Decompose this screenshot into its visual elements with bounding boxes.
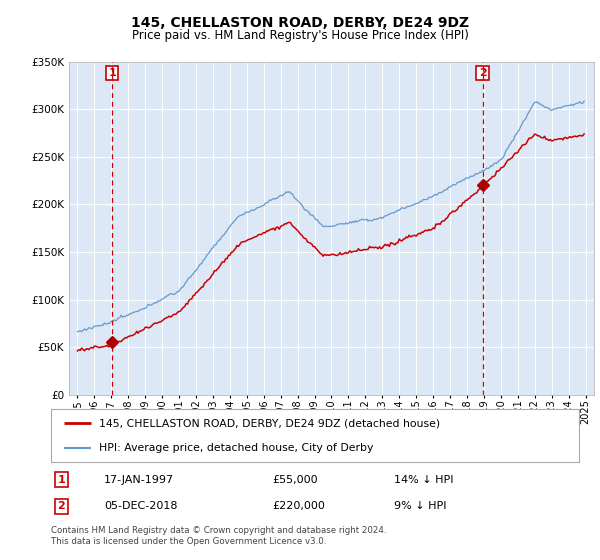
Text: £220,000: £220,000 [273, 501, 326, 511]
Text: 17-JAN-1997: 17-JAN-1997 [104, 475, 174, 485]
Text: 145, CHELLASTON ROAD, DERBY, DE24 9DZ (detached house): 145, CHELLASTON ROAD, DERBY, DE24 9DZ (d… [98, 418, 440, 428]
Text: 2: 2 [479, 68, 487, 78]
Text: 2: 2 [58, 501, 65, 511]
Text: Price paid vs. HM Land Registry's House Price Index (HPI): Price paid vs. HM Land Registry's House … [131, 29, 469, 42]
Text: HPI: Average price, detached house, City of Derby: HPI: Average price, detached house, City… [98, 442, 373, 452]
Text: 14% ↓ HPI: 14% ↓ HPI [394, 475, 454, 485]
Text: 1: 1 [58, 475, 65, 485]
Text: 05-DEC-2018: 05-DEC-2018 [104, 501, 178, 511]
Text: 9% ↓ HPI: 9% ↓ HPI [394, 501, 446, 511]
Text: 145, CHELLASTON ROAD, DERBY, DE24 9DZ: 145, CHELLASTON ROAD, DERBY, DE24 9DZ [131, 16, 469, 30]
Text: £55,000: £55,000 [273, 475, 319, 485]
Text: 1: 1 [109, 68, 116, 78]
Text: Contains HM Land Registry data © Crown copyright and database right 2024.
This d: Contains HM Land Registry data © Crown c… [51, 526, 386, 546]
